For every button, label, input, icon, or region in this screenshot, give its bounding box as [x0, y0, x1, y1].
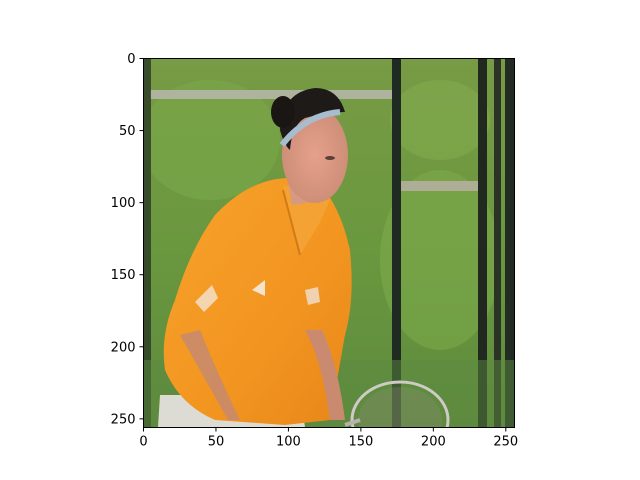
y-tick-label: 200 — [111, 340, 136, 355]
y-tick-label: 0 — [127, 52, 135, 67]
player-eye — [325, 156, 335, 160]
fence-post-right-3 — [505, 58, 514, 427]
y-tick-label: 150 — [111, 268, 136, 283]
fence-rail-top — [150, 90, 400, 99]
x-tick-label: 0 — [139, 435, 147, 450]
fence-post-right-2 — [494, 58, 501, 427]
axes-frame — [143, 58, 515, 428]
y-axis-ticks: 0 50 100 150 200 250 — [111, 52, 144, 427]
shirt-logo-left — [195, 285, 218, 312]
image-panel — [143, 58, 514, 427]
player-hair — [280, 88, 345, 150]
player-left-arm — [180, 330, 240, 420]
player-right-arm — [305, 330, 345, 420]
fence-rail-right — [400, 181, 485, 191]
tennis-racket — [350, 380, 450, 427]
x-tick-label: 150 — [348, 435, 373, 450]
shirt-logo-right — [305, 287, 320, 305]
x-axis-ticks: 0 50 100 150 200 250 — [139, 427, 518, 450]
x-tick-label: 100 — [276, 435, 301, 450]
headband — [279, 109, 341, 147]
hair-bun — [271, 96, 295, 128]
y-tick-label: 100 — [111, 196, 136, 211]
y-tick-label: 250 — [111, 412, 136, 427]
fence-post-right-1 — [478, 58, 487, 427]
fence-post-left — [143, 58, 151, 427]
shirt-logo-center — [252, 280, 265, 296]
fence-post-center — [392, 58, 401, 427]
y-tick-label: 50 — [119, 124, 136, 139]
x-tick-label: 50 — [208, 435, 225, 450]
x-tick-label: 200 — [421, 435, 446, 450]
x-tick-label: 250 — [493, 435, 518, 450]
